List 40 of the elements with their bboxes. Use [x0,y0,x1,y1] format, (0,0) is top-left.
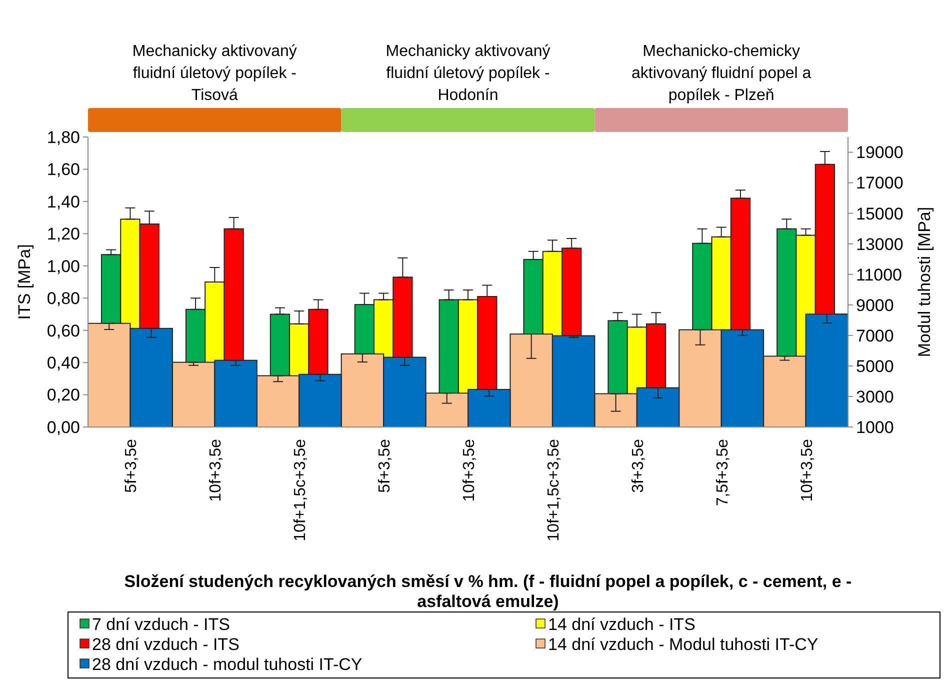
legend-label: 28 dní vzduch - ITS [92,634,240,654]
y-tick-label: 1,00 [46,256,80,276]
x-tick-label: 5f+3,5e [123,438,140,493]
x-tick-label: 10f+3,5e [798,438,816,502]
x-tick-label: 7,5f+3,5e [714,438,732,506]
x-tick-label: 10f+1,5c+3,5e [292,438,310,542]
y2-tick-label: 5000 [856,356,894,376]
y2-tick-label: 9000 [856,296,894,315]
legend-label: 14 dní vzduch - Modul tuhosti IT-CY [548,634,818,654]
y-axis-title: ITS [MPa] [15,244,34,320]
y-tick-label: 0,00 [46,418,80,437]
y2-tick-label: 15000 [856,204,904,224]
y2-axis-title: Modul tuhosti [MPa] [915,206,934,358]
x-axis-title: Složení studených recyklovaných směsí v % hm. (f - fluidní popel a popílek, c - cement, e - asfaltová emulze) [124,572,852,611]
y-tick-label: 0,60 [46,321,80,340]
text: Mechanicky aktivovaný fluidní úletový popílek - Tisová [132,43,297,104]
y-tick-label: 0,40 [46,354,80,373]
y-tick-label: 1,60 [46,160,80,180]
y2-tick-label: 17000 [856,174,904,193]
x-tick-label: 10f+3,5e [461,438,478,502]
x-tick-label: 3f+3,5e [630,438,647,493]
y2-tick-label: 3000 [856,387,894,406]
x-tick-label: 10f+1,5c+3,5e [545,438,562,542]
legend-label: 7 dní vzduch - ITS [92,614,230,634]
y2-tick-label: 1000 [856,418,894,437]
y2-tick-label: 13000 [856,234,904,254]
legend-label: 28 dní vzduch - modul tuhosti IT-CY [92,654,362,674]
y2-tick-label: 19000 [856,143,904,162]
legend-label: 14 dní vzduch - ITS [548,614,696,634]
text: Mechanicko-chemicky aktivovaný fluidní popel a popílek - Plzeň [631,43,812,104]
x-tick-label: 5f+3,5e [376,438,394,493]
y-tick-label: 0,80 [46,289,80,308]
y2-tick-label: 11000 [856,265,902,284]
y-tick-label: 0,20 [46,386,80,405]
y2-tick-label: 7000 [856,326,894,346]
y-tick-label: 1,80 [46,128,80,147]
y-tick-label: 1,40 [46,192,80,212]
y-tick-label: 1,20 [46,224,80,244]
text: Mechanicky aktivovaný fluidní úletový popílek - Hodonín [386,43,550,104]
x-tick-label: 10f+3,5e [208,438,225,502]
